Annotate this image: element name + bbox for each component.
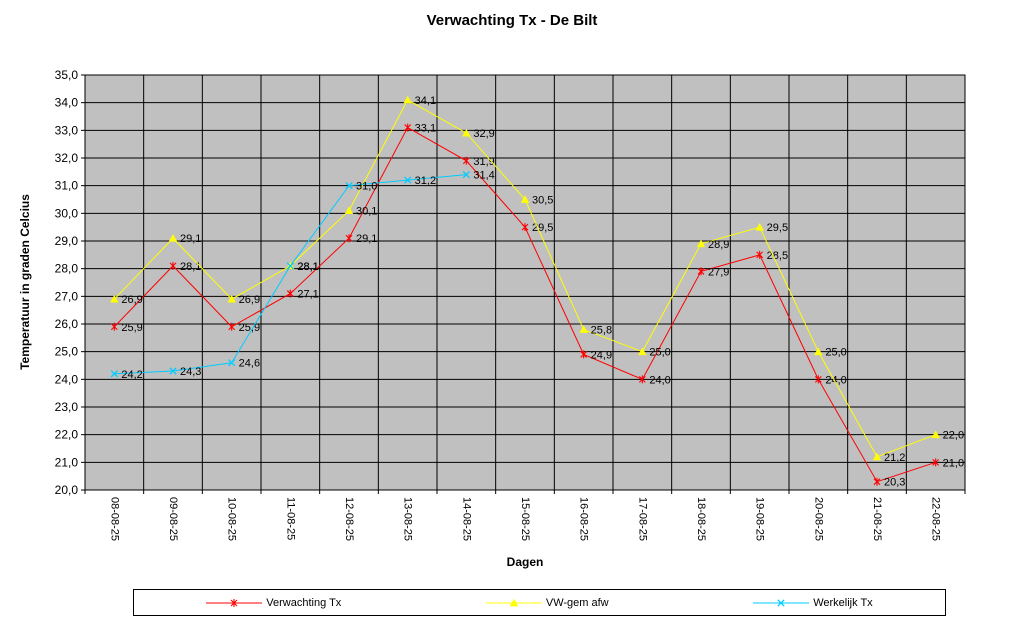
data-labels: 25,928,125,927,129,133,131,929,524,924,0… (121, 123, 964, 489)
legend-item-werkelijk-tx: Werkelijk Tx (753, 597, 873, 609)
svg-text:10-08-25: 10-08-25 (226, 497, 238, 541)
svg-text:29,5: 29,5 (767, 222, 788, 234)
svg-text:34,1: 34,1 (415, 95, 436, 107)
svg-text:30,5: 30,5 (532, 195, 553, 207)
svg-text:27,9: 27,9 (708, 266, 729, 278)
svg-text:14-08-25: 14-08-25 (460, 497, 472, 541)
legend: Verwachting Tx VW-gem afw Werkelijk Tx (133, 589, 946, 616)
svg-text:24,3: 24,3 (180, 366, 201, 378)
svg-text:22,0: 22,0 (55, 428, 79, 442)
svg-text:25,0: 25,0 (825, 347, 846, 359)
svg-text:33,0: 33,0 (55, 123, 79, 137)
series-vw-gem-afw: 26,9 29,1 26,9 28,1 30,1 34,1 32,9 30,5 25,8 25,0… (110, 95, 964, 464)
svg-text:21,2: 21,2 (884, 452, 905, 464)
svg-text:20-08-25: 20-08-25 (812, 497, 824, 541)
svg-text:25,8: 25,8 (591, 325, 612, 337)
svg-text:28,1: 28,1 (297, 261, 318, 273)
legend-marker-verwachting-tx-icon (206, 598, 263, 607)
svg-text:24,0: 24,0 (825, 374, 846, 386)
svg-text:30,1: 30,1 (356, 206, 377, 218)
svg-text:15-08-25: 15-08-25 (519, 497, 531, 541)
svg-text:13-08-25: 13-08-25 (402, 497, 414, 541)
svg-text:27,1: 27,1 (297, 289, 318, 301)
svg-text:22,0: 22,0 (943, 430, 964, 442)
legend-marker-vw-gem-afw-icon (485, 598, 542, 606)
svg-text:35,0: 35,0 (55, 68, 79, 82)
x-axis: 08-08-25 09-08-25 10-08-25 11-08-25 12-08-25… (84, 75, 966, 541)
svg-text:21-08-25: 21-08-25 (871, 497, 883, 541)
svg-text:28,9: 28,9 (708, 239, 729, 251)
svg-text:24,6: 24,6 (239, 358, 260, 370)
svg-text:28,0: 28,0 (55, 262, 79, 276)
svg-text:34,0: 34,0 (55, 96, 79, 110)
series-verwachting-tx: 25,928,125,927,129,133,131,929,524,924,0… (110, 123, 964, 489)
series-werkelijk-tx: 24,2 24,3 24,6 28,1 31,0 31,2 31,4 (110, 170, 495, 381)
svg-text:22-08-25: 22-08-25 (930, 497, 942, 541)
svg-text:32,0: 32,0 (55, 151, 79, 165)
legend-item-vw-gem-afw: VW-gem afw (485, 596, 609, 609)
svg-text:09-08-25: 09-08-25 (167, 497, 179, 541)
svg-text:24,2: 24,2 (121, 369, 142, 381)
svg-text:11-08-25: 11-08-25 (284, 497, 296, 540)
svg-text:31,2: 31,2 (415, 175, 436, 187)
svg-text:26,9: 26,9 (239, 294, 260, 306)
legend-item-verwachting-tx: Verwachting Tx (206, 597, 341, 609)
svg-text:28,1: 28,1 (180, 261, 201, 273)
svg-text:28,5: 28,5 (767, 250, 788, 262)
svg-text:32,9: 32,9 (473, 128, 494, 140)
svg-text:23,0: 23,0 (55, 400, 79, 414)
svg-text:26,9: 26,9 (121, 294, 142, 306)
svg-text:31,4: 31,4 (473, 170, 494, 182)
svg-text:26,0: 26,0 (55, 317, 79, 331)
legend-label-vw-gem-afw: VW-gem afw (545, 596, 609, 609)
svg-text:25,9: 25,9 (121, 322, 142, 334)
svg-text:20,3: 20,3 (884, 477, 905, 489)
svg-text:16-08-25: 16-08-25 (578, 497, 590, 541)
svg-text:29,1: 29,1 (180, 233, 201, 245)
svg-text:21,0: 21,0 (943, 457, 964, 469)
svg-text:25,0: 25,0 (649, 347, 670, 359)
svg-text:29,1: 29,1 (356, 233, 377, 245)
plot-background (84, 74, 966, 491)
svg-text:29,0: 29,0 (55, 234, 79, 248)
svg-text:25,0: 25,0 (55, 345, 79, 359)
legend-label-verwachting-tx: Verwachting Tx (266, 596, 342, 609)
y-axis-title: Temperatuur in graden Celcius (18, 194, 32, 370)
svg-text:12-08-25: 12-08-25 (343, 497, 355, 541)
legend-label-werkelijk-tx: Werkelijk Tx (813, 596, 873, 609)
svg-text:31,0: 31,0 (55, 179, 79, 193)
svg-text:28,1: 28,1 (297, 261, 318, 273)
svg-text:20,0: 20,0 (55, 483, 79, 497)
svg-text:24,0: 24,0 (55, 372, 79, 386)
data-labels: 26,9 29,1 26,9 28,1 30,1 34,1 32,9 30,5 25,8 25,0… (121, 95, 964, 464)
legend-marker-werkelijk-tx-icon (753, 598, 810, 607)
chart-title: Verwachting Tx - De Bilt (426, 12, 598, 29)
svg-text:25,9: 25,9 (239, 322, 260, 334)
svg-text:33,1: 33,1 (415, 123, 436, 135)
svg-text:19-08-25: 19-08-25 (754, 497, 766, 541)
svg-text:27,0: 27,0 (55, 289, 79, 303)
svg-text:17-08-25: 17-08-25 (636, 497, 648, 541)
svg-text:24,9: 24,9 (591, 349, 612, 361)
x-axis-title: Dagen (506, 555, 544, 569)
svg-text:31,0: 31,0 (356, 181, 377, 193)
svg-text:08-08-25: 08-08-25 (108, 497, 120, 541)
svg-text:24,0: 24,0 (649, 374, 670, 386)
svg-text:18-08-25: 18-08-25 (695, 497, 707, 541)
svg-text:30,0: 30,0 (55, 206, 79, 220)
svg-text:29,5: 29,5 (532, 222, 553, 234)
data-labels: 24,2 24,3 24,6 28,1 31,0 31,2 31,4 (121, 170, 494, 381)
svg-text:21,0: 21,0 (55, 455, 79, 469)
